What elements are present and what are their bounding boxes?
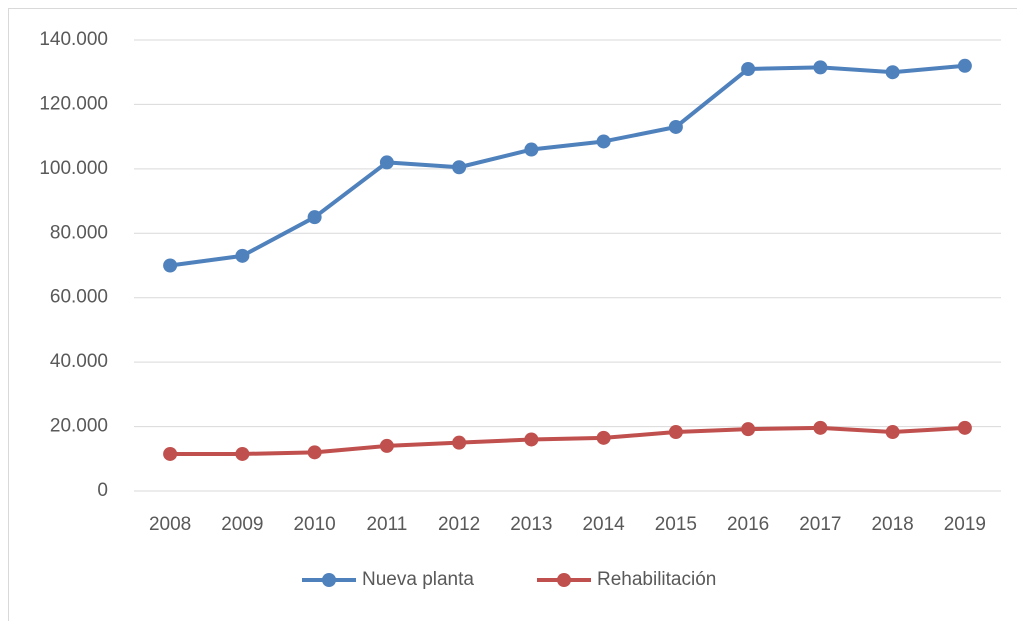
data-point <box>741 422 756 437</box>
chart-border <box>8 8 1017 621</box>
data-point <box>596 134 611 149</box>
data-point <box>452 435 467 450</box>
data-point <box>379 438 394 453</box>
legend-marker <box>557 573 571 587</box>
y-tick-label: 60.000 <box>50 287 108 308</box>
data-point <box>235 446 250 461</box>
data-point <box>307 210 322 225</box>
x-tick-label: 2014 <box>582 514 625 535</box>
x-tick-label: 2010 <box>293 514 335 535</box>
data-point <box>163 258 178 273</box>
x-tick-label: 2018 <box>871 514 913 535</box>
x-tick-label: 2019 <box>944 514 986 535</box>
y-tick-label: 40.000 <box>50 351 108 372</box>
series-line <box>170 425 965 456</box>
legend-label: Nueva planta <box>362 569 474 590</box>
x-tick-label: 2009 <box>221 514 263 535</box>
data-point <box>307 445 322 460</box>
y-tick-label: 0 <box>97 480 108 501</box>
data-point <box>885 65 900 80</box>
data-point <box>668 119 683 134</box>
data-point <box>813 60 828 75</box>
data-point <box>741 61 756 76</box>
series-line <box>169 63 966 268</box>
y-tick-label: 140.000 <box>39 29 108 50</box>
data-point <box>957 420 972 435</box>
x-tick-label: 2016 <box>727 514 769 535</box>
y-tick-label: 80.000 <box>50 222 108 243</box>
data-point <box>524 142 539 157</box>
x-tick-label: 2017 <box>799 514 841 535</box>
data-point <box>813 420 828 435</box>
data-point <box>596 430 611 445</box>
x-tick-label: 2011 <box>366 514 407 535</box>
y-tick-label: 20.000 <box>50 416 108 437</box>
data-point <box>524 432 539 447</box>
y-tick-label: 100.000 <box>39 158 108 179</box>
data-point <box>163 446 178 461</box>
data-point <box>957 58 972 73</box>
legend-marker <box>322 573 336 587</box>
x-tick-label: 2015 <box>655 514 697 535</box>
x-tick-label: 2013 <box>510 514 552 535</box>
data-point <box>235 248 250 263</box>
data-point <box>668 425 683 440</box>
data-point <box>885 425 900 440</box>
x-tick-label: 2012 <box>438 514 480 535</box>
x-tick-label: 2008 <box>149 514 191 535</box>
legend-label: Rehabilitación <box>597 569 716 590</box>
y-tick-label: 120.000 <box>39 93 108 114</box>
data-point <box>379 155 394 170</box>
data-point <box>452 160 467 175</box>
